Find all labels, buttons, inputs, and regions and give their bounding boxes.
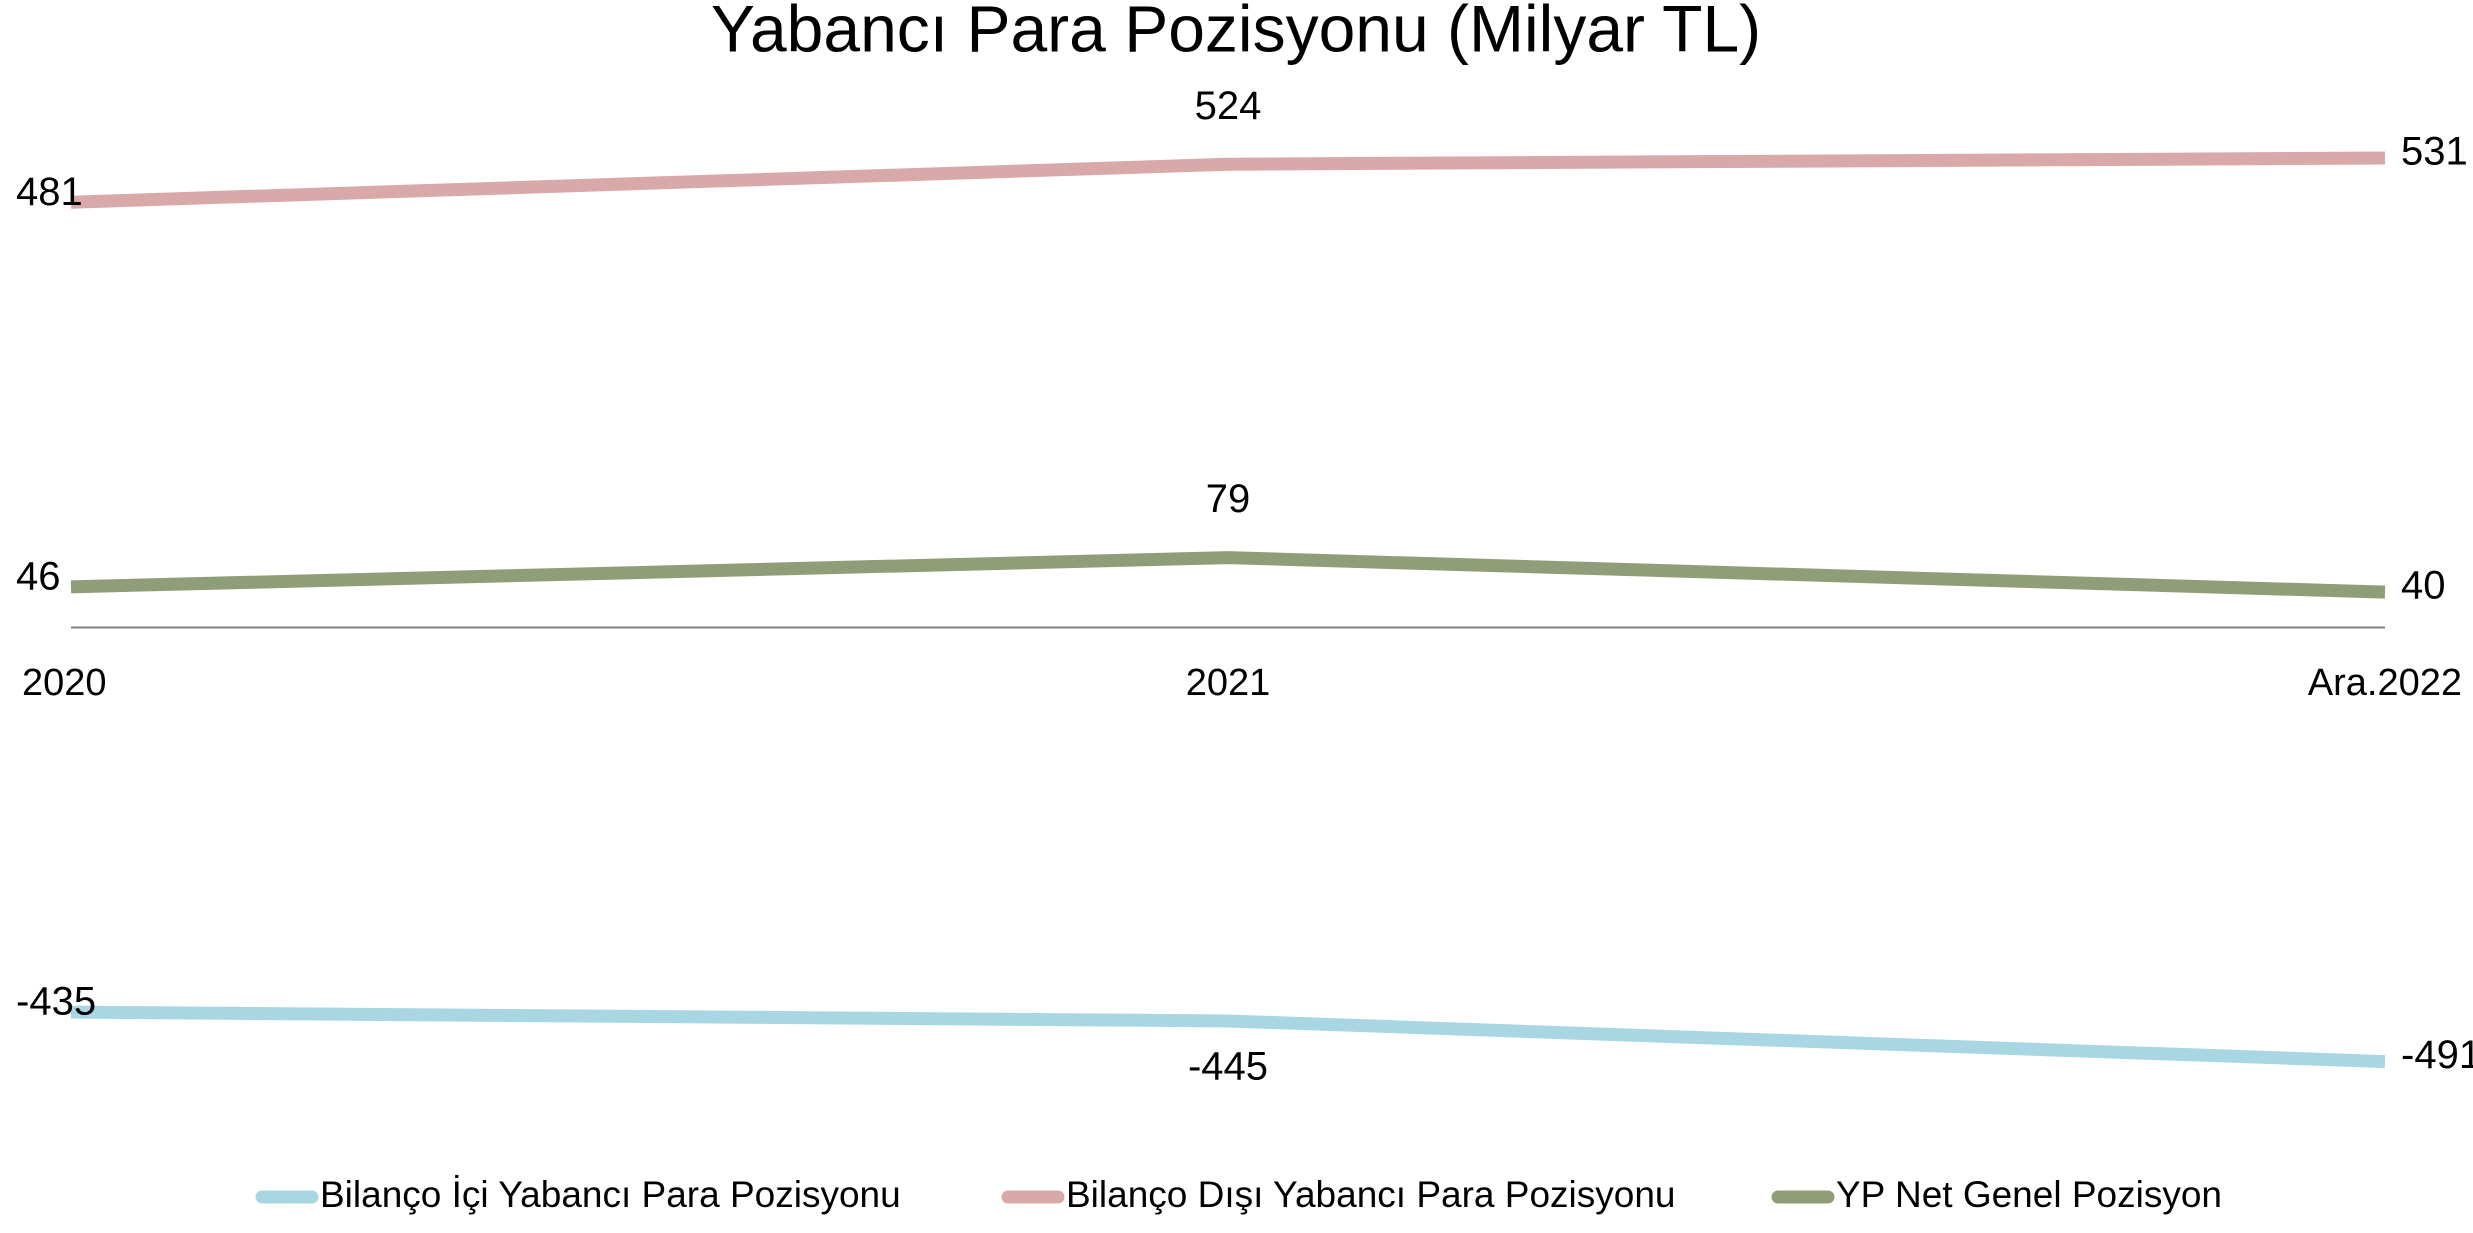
data-label: 481 (16, 170, 83, 214)
legend-label: Bilanço Dışı Yabancı Para Pozisyonu (1066, 1174, 1675, 1215)
line-series (70, 551, 2386, 599)
line-series (70, 151, 2386, 209)
line-series (70, 1005, 2386, 1069)
x-tick-label: 2020 (22, 662, 107, 704)
data-label: 524 (1195, 84, 1262, 128)
x-tick-label: Ara.2022 (2308, 662, 2462, 704)
legend-label: Bilanço İçi Yabancı Para Pozisyonu (320, 1174, 901, 1215)
data-label: -435 (16, 980, 96, 1024)
data-label: 79 (1206, 477, 1251, 521)
data-label: -445 (1188, 1045, 1268, 1089)
data-label: 40 (2401, 564, 2446, 608)
data-label: 46 (16, 554, 61, 598)
chart-title: Yabancı Para Pozisyonu (Milyar TL) (711, 0, 1761, 65)
legend-label: YP Net Genel Pozisyon (1836, 1174, 2222, 1215)
data-label: -491 (2401, 1033, 2473, 1077)
x-tick-label: 2021 (1186, 662, 1271, 704)
data-label: 531 (2401, 130, 2468, 174)
